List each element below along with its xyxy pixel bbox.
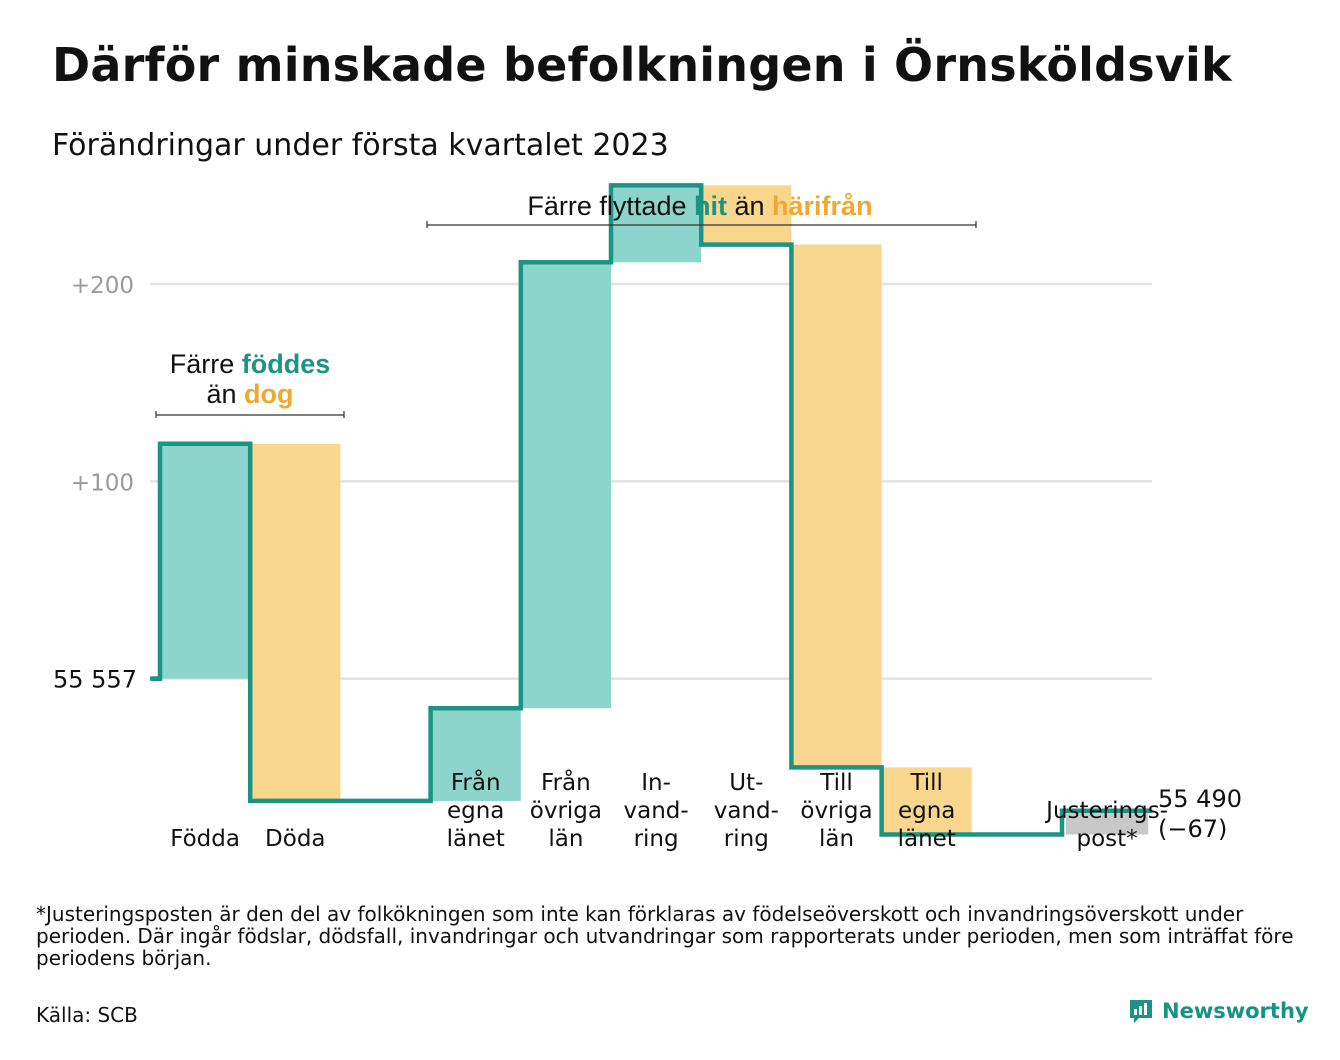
x-label-fodda: Födda [170,826,240,852]
x-label-fran_ovriga: län [548,826,583,852]
newsworthy-logo-text: Newsworthy [1162,999,1309,1023]
bar-justering [1066,810,1149,835]
x-label-fran_egna: Från [451,768,501,796]
deaths-annotation-highlight: dog [244,379,293,409]
bar-doda [250,443,341,801]
births-annotation-line2: än dog [206,379,293,409]
bar-till_ovriga [791,244,882,768]
migration-annotation-text: Färre flyttade hit än härifrån [527,191,872,221]
migration-annotation-prefix: Färre flyttade [527,191,694,221]
deaths-annotation-prefix: än [206,379,244,409]
x-label-invandring: ring [634,826,679,852]
x-label-till_egna: egna [898,798,955,824]
x-label-fran_ovriga: Från [541,768,591,796]
running-total-line [150,183,1153,837]
y-tick-label: +200 [71,273,134,299]
x-label-fran_egna: länet [447,826,505,852]
bar-fran_egna [430,708,521,801]
x-label-invandring: vand- [624,798,689,824]
chart-subtitle: Förändringar under första kvartalet 2023 [52,128,669,163]
x-tick-labels: Födda DödaFrånegnalänetFrånövrigalänIn-va… [170,768,1168,852]
waterfall-chart: +200+100 Födda DödaFrånegnalänetFrånövrig… [53,183,1250,852]
running-total-path [152,183,1153,837]
x-label-justering: post* [1077,826,1138,852]
births-deaths-annotation: Färre föddes än dog [155,349,345,418]
x-label-fran_ovriga: övriga [530,798,602,824]
births-annotation-prefix: Färre [170,349,242,379]
y-tick-label: +100 [71,470,134,496]
migration-annotation-hit: hit [694,191,727,221]
x-label-doda: Döda [265,826,325,852]
migration-annotation-harifran: härifrån [772,191,873,221]
migration-annotation: Färre flyttade hit än härifrån [426,191,977,228]
x-label-till_ovriga: Till [819,770,853,796]
newsworthy-logo: Newsworthy [1128,998,1309,1024]
end-value-label: 55 490 (−67) [1158,785,1250,843]
x-label-justering: Justerings- [1044,798,1168,824]
x-label-fran_egna: egna [447,798,504,824]
migration-bracket [426,221,977,228]
source-label: Källa: SCB [36,1003,138,1027]
x-label-utvandring: vand- [714,798,779,824]
footnote: *Justeringsposten är den del av folkökni… [36,902,1294,970]
end-value-change: (−67) [1158,815,1227,843]
x-label-till_egna: länet [898,826,956,852]
births-annotation-line1: Färre föddes [170,349,331,379]
start-value-label: 55 557 [53,666,137,694]
x-label-utvandring: Ut- [729,770,763,796]
x-label-till_ovriga: län [819,826,854,852]
chart-title: Därför minskade befolkningen i Örnskölds… [52,38,1232,92]
x-label-utvandring: ring [724,826,769,852]
end-value-total: 55 490 [1158,785,1242,813]
migration-annotation-middle: än [727,191,772,221]
births-deaths-bracket [155,411,345,418]
bar-till_egna [881,767,972,835]
bar-fran_ovriga [520,262,611,709]
births-annotation-highlight: föddes [242,349,331,379]
bar-invandring [611,185,702,263]
y-tick-labels: +200 +100 [71,273,134,496]
bars [160,185,1149,835]
newsworthy-logo-icon [1130,1000,1152,1023]
bar-utvandring [701,185,792,245]
x-label-till_ovriga: övriga [800,798,872,824]
x-label-till_egna: Till [909,770,943,796]
x-label-invandring: In- [641,770,671,796]
bar-fodda [160,443,251,679]
